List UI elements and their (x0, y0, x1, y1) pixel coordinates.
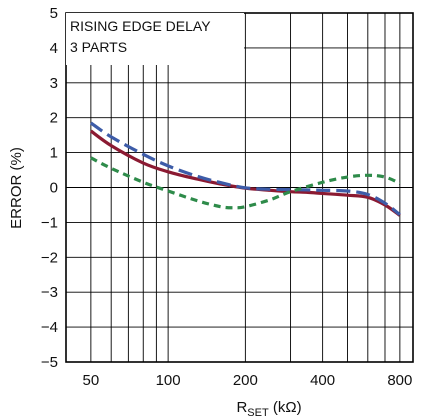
series-line-2 (89, 121, 401, 216)
series-line-3 (90, 156, 401, 210)
x-axis-label-unit: (kΩ) (269, 399, 302, 416)
annotation-box (66, 13, 244, 65)
tick-labels: 50 100 200 400 800 −5 −4 −3 −2 −1 0 1 2 3 4 5 (41, 5, 412, 389)
y-tick-label: 2 (50, 110, 58, 127)
x-tick-label: 100 (156, 372, 181, 389)
annotation-line-2: 3 PARTS (70, 39, 127, 55)
x-tick-label: 50 (83, 372, 100, 389)
y-tick-label: −1 (41, 214, 58, 231)
x-axis-label: RSET (kΩ) (236, 399, 301, 419)
x-tick-label: 800 (387, 372, 412, 389)
x-axis-label-main: R (236, 399, 247, 416)
y-tick-label: −3 (41, 284, 58, 301)
x-tick-label: 200 (233, 372, 258, 389)
y-tick-label: −4 (41, 319, 58, 336)
x-axis-label-subscript: SET (247, 407, 269, 419)
y-tick-label: 5 (50, 5, 58, 22)
x-tick-label: 400 (310, 372, 335, 389)
y-tick-label: 0 (50, 180, 58, 197)
y-tick-label: −2 (41, 249, 58, 266)
annotation-line-1: RISING EDGE DELAY (70, 18, 211, 34)
series-layer (89, 121, 401, 217)
y-tick-label: 3 (50, 75, 58, 92)
y-tick-label: −5 (41, 354, 58, 371)
y-tick-label: 4 (50, 40, 58, 57)
y-tick-label: 1 (50, 145, 58, 162)
y-axis-label: ERROR (%) (8, 147, 25, 229)
